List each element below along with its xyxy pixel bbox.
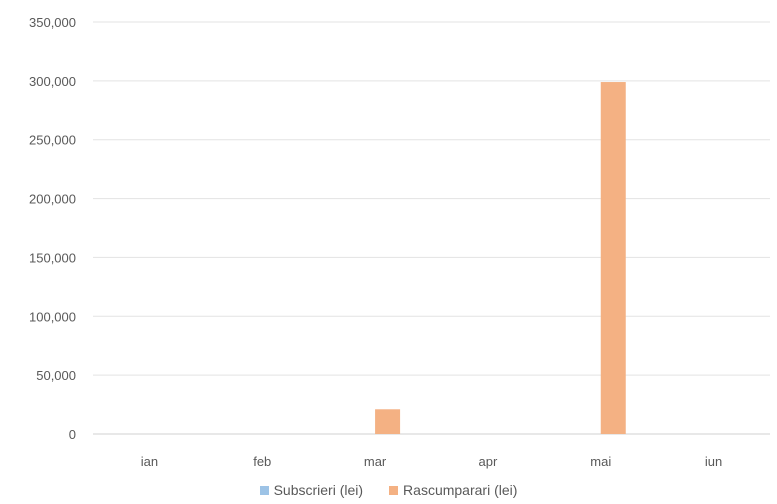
y-axis-tick-labels: 350,000 300,000 250,000 200,000 150,000 100,0… (29, 15, 76, 442)
y-tick-label: 50,000 (36, 368, 76, 383)
y-tick-label: 250,000 (29, 133, 76, 148)
chart: 350,000 300,000 250,000 200,000 150,000 100,0… (29, 15, 770, 469)
y-tick-label: 150,000 (29, 250, 76, 265)
gridlines (93, 21, 770, 435)
legend: Subscrieri (lei) Rascumparari (lei) (0, 482, 777, 498)
legend-item-rascumparari: Rascumparari (lei) (389, 482, 517, 498)
x-tick-label-ian: ian (141, 454, 158, 469)
x-tick-label-mai: mai (590, 454, 611, 469)
x-axis-tick-labels: ian feb mar apr mai iun (141, 454, 723, 469)
y-tick-label: 350,000 (29, 15, 76, 30)
x-tick-label-mar: mar (364, 454, 387, 469)
bar-mai-rascumparari (600, 82, 626, 434)
bar-mar-rascumparari (375, 409, 401, 434)
x-tick-label-iun: iun (705, 454, 722, 469)
y-tick-label: 100,000 (29, 309, 76, 324)
x-tick-label-apr: apr (479, 454, 498, 469)
x-tick-label-feb: feb (253, 454, 271, 469)
legend-label-rascumparari: Rascumparari (lei) (403, 482, 518, 498)
legend-label-subscrieri: Subscrieri (lei) (273, 482, 364, 498)
legend-swatch-rascumparari (389, 485, 399, 495)
legend-item-subscrieri: Subscrieri (lei) (259, 482, 364, 498)
legend-swatch-subscrieri (259, 485, 269, 495)
y-tick-label: 0 (69, 427, 76, 442)
y-tick-label: 300,000 (29, 74, 76, 89)
y-tick-label: 200,000 (29, 192, 76, 207)
bars (375, 82, 626, 434)
